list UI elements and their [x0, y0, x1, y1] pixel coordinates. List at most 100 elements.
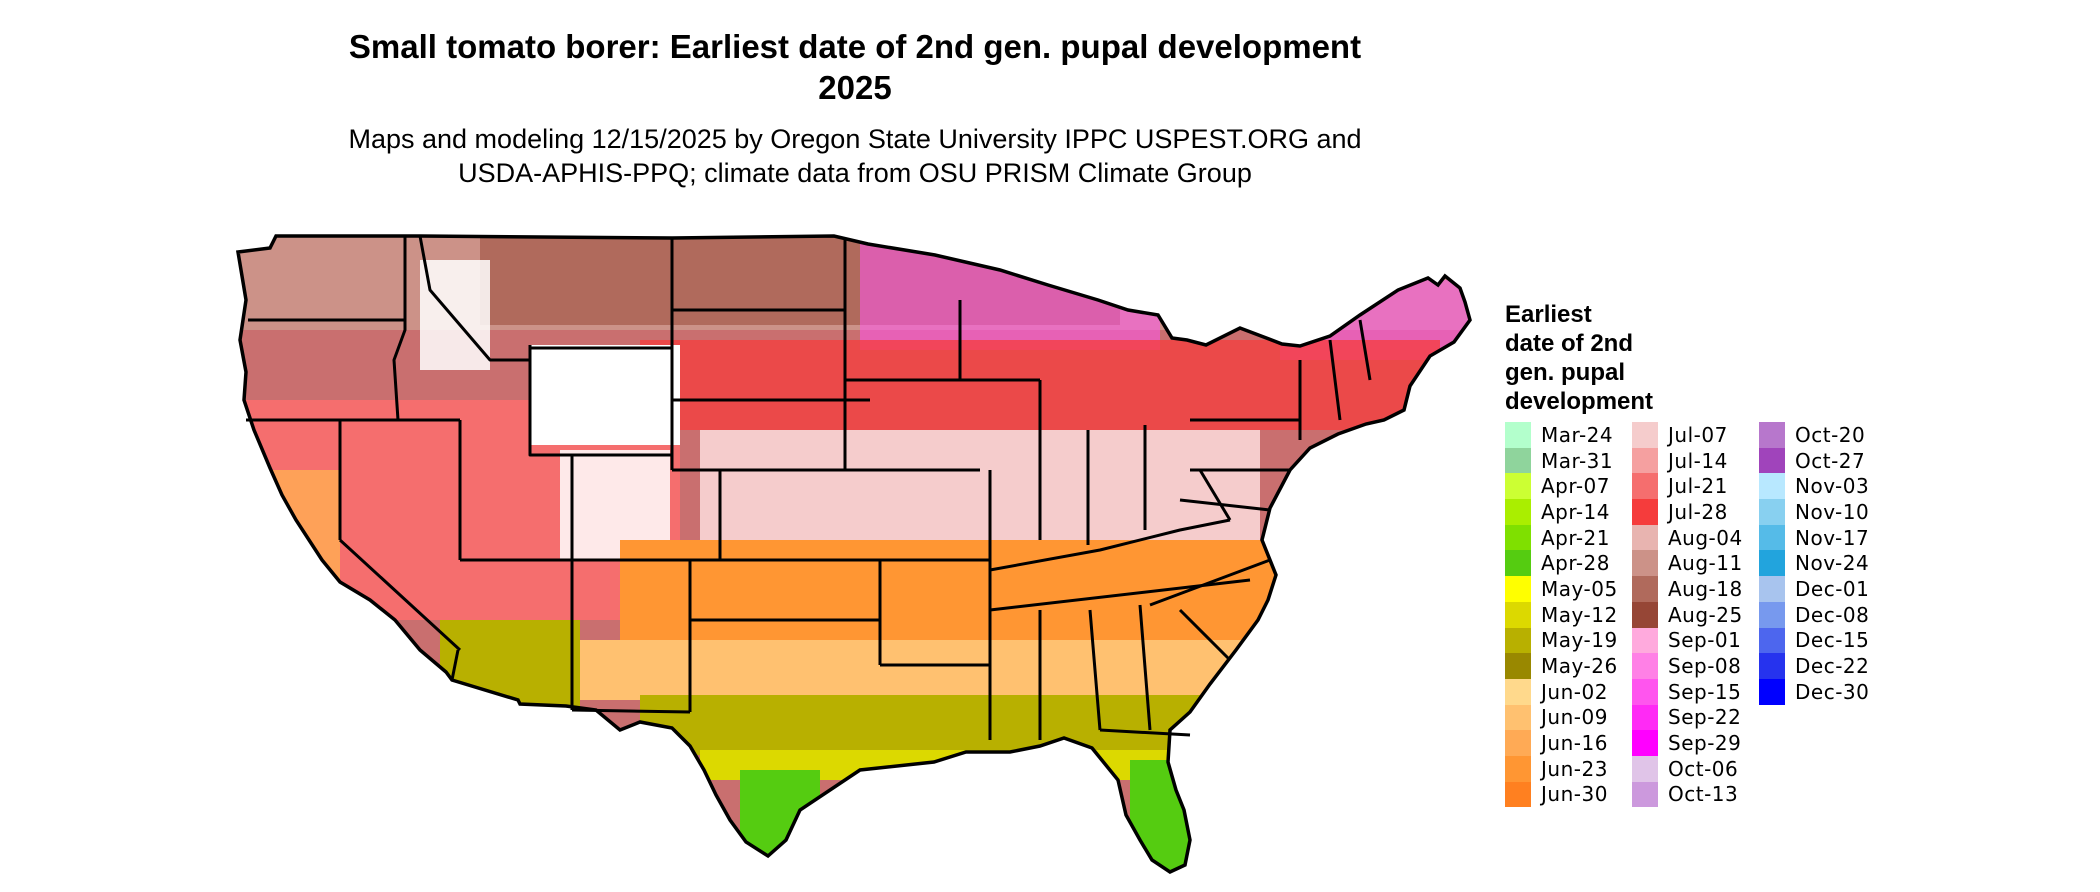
legend-label: Dec-01	[1795, 576, 1870, 601]
legend-label: Aug-18	[1668, 576, 1743, 601]
legend-label: May-12	[1541, 602, 1618, 627]
legend-label: Oct-20	[1795, 422, 1866, 447]
legend-swatch	[1632, 653, 1658, 679]
legend-item: Dec-22	[1759, 653, 1869, 679]
legend-swatch	[1759, 499, 1785, 525]
legend-item: Jul-07	[1632, 422, 1743, 448]
legend-swatch	[1632, 627, 1658, 654]
legend-label: Jul-21	[1668, 474, 1728, 499]
legend-item: Dec-01	[1759, 576, 1869, 602]
map-title-line-1: Small tomato borer: Earliest date of 2nd…	[348, 28, 1362, 65]
legend-item: May-19	[1505, 627, 1618, 654]
legend-item: Sep-08	[1632, 653, 1743, 679]
legend-item: May-05	[1505, 576, 1618, 602]
legend-item: Nov-10	[1759, 499, 1869, 525]
legend-label: Dec-15	[1795, 628, 1870, 653]
legend-swatch	[1505, 447, 1531, 474]
legend-label: May-05	[1541, 576, 1618, 601]
legend-swatch	[1505, 678, 1531, 705]
legend-label: Jun-02	[1541, 679, 1608, 704]
map-subtitle-line-2: USDA-APHIS-PPQ; climate data from OSU PR…	[458, 158, 1252, 188]
legend-item: Apr-21	[1505, 524, 1618, 551]
legend-swatch	[1632, 601, 1658, 628]
legend-item: Oct-20	[1759, 422, 1869, 448]
map-title: Small tomato borer: Earliest date of 2nd…	[250, 26, 1460, 108]
legend-label: Mar-24	[1541, 422, 1614, 447]
legend-swatch	[1759, 447, 1785, 474]
legend-label: May-19	[1541, 628, 1618, 653]
legend-swatch	[1505, 473, 1531, 500]
legend-item: Jun-09	[1505, 704, 1618, 731]
legend-swatch	[1759, 524, 1785, 551]
legend-item: Dec-08	[1759, 601, 1869, 628]
legend-label: Apr-28	[1541, 551, 1610, 576]
legend-swatch	[1759, 576, 1785, 602]
legend-swatch	[1632, 781, 1658, 808]
legend-label: Sep-01	[1668, 628, 1742, 653]
legend-swatch	[1632, 422, 1658, 448]
legend-swatch	[1632, 524, 1658, 551]
legend-label: Sep-29	[1668, 731, 1742, 756]
legend-label: Sep-22	[1668, 705, 1742, 730]
legend-swatch	[1505, 499, 1531, 525]
legend-item: Dec-30	[1759, 678, 1870, 705]
legend-label: Sep-08	[1668, 654, 1742, 679]
map-title-line-2: 2025	[818, 69, 892, 106]
legend-item: Aug-25	[1632, 601, 1743, 628]
legend-item: Apr-07	[1505, 473, 1618, 500]
legend-item: May-26	[1505, 653, 1618, 679]
legend-label: Aug-04	[1668, 525, 1743, 550]
legend-label: Dec-22	[1795, 654, 1870, 679]
legend-swatch	[1632, 447, 1658, 474]
legend-item: Jul-21	[1632, 473, 1743, 500]
legend-item: Dec-15	[1759, 627, 1870, 654]
legend-item: Nov-24	[1759, 550, 1870, 577]
legend-label: Jun-23	[1541, 756, 1608, 781]
legend-label: Jul-28	[1668, 499, 1728, 524]
legend-item: Jul-14	[1632, 447, 1743, 474]
legend-label: Dec-30	[1795, 679, 1870, 704]
legend-title-line: gen. pupal	[1505, 359, 1625, 386]
legend-swatch	[1505, 576, 1531, 602]
legend-swatch	[1632, 499, 1658, 525]
legend-item: Oct-13	[1632, 781, 1743, 808]
legend-label: Oct-13	[1668, 782, 1739, 807]
legend-title-line: date of 2nd	[1505, 330, 1634, 357]
legend-column-1: Mar-24 Mar-31 Apr-07 Apr-14 Apr-21 Apr-28 May-…	[1505, 422, 1618, 808]
legend-label: Aug-11	[1668, 551, 1743, 576]
legend-label: Jul-14	[1668, 448, 1728, 473]
legend-item: Jun-02	[1505, 678, 1618, 705]
legend-swatch	[1632, 678, 1658, 705]
map-subtitle: Maps and modeling 12/15/2025 by Oregon S…	[250, 122, 1460, 190]
legend-title: Earliest date of 2nd gen. pupal developm…	[1505, 300, 1715, 416]
legend-swatch	[1505, 730, 1531, 756]
legend-swatch	[1759, 422, 1785, 448]
legend-swatch	[1505, 704, 1531, 731]
legend-label: Apr-14	[1541, 499, 1610, 524]
legend-swatch	[1632, 473, 1658, 500]
legend-label: Jun-30	[1541, 782, 1608, 807]
legend-label: Jun-09	[1541, 705, 1608, 730]
legend-label: Jul-07	[1668, 422, 1728, 447]
legend-item: Sep-15	[1632, 678, 1743, 705]
legend-item: Mar-24	[1505, 422, 1618, 448]
legend-item: Oct-06	[1632, 755, 1743, 782]
legend-label: Apr-07	[1541, 474, 1610, 499]
legend-item: Nov-17	[1759, 524, 1869, 551]
legend-swatch	[1505, 627, 1531, 654]
legend-item: Sep-29	[1632, 730, 1743, 756]
legend-item: Jun-30	[1505, 781, 1618, 808]
legend-item: Mar-31	[1505, 447, 1618, 474]
legend-swatch	[1505, 524, 1531, 551]
legend-label: Jun-16	[1541, 731, 1608, 756]
legend-item: Jun-16	[1505, 730, 1618, 756]
legend-label: Nov-24	[1795, 551, 1870, 576]
legend-swatch	[1759, 550, 1785, 577]
legend-swatch	[1632, 550, 1658, 577]
legend-swatch	[1759, 653, 1785, 679]
legend-label: May-26	[1541, 654, 1618, 679]
legend-swatch	[1759, 601, 1785, 628]
legend-swatch	[1759, 678, 1785, 705]
legend-swatch	[1505, 601, 1531, 628]
legend-swatch	[1632, 730, 1658, 756]
